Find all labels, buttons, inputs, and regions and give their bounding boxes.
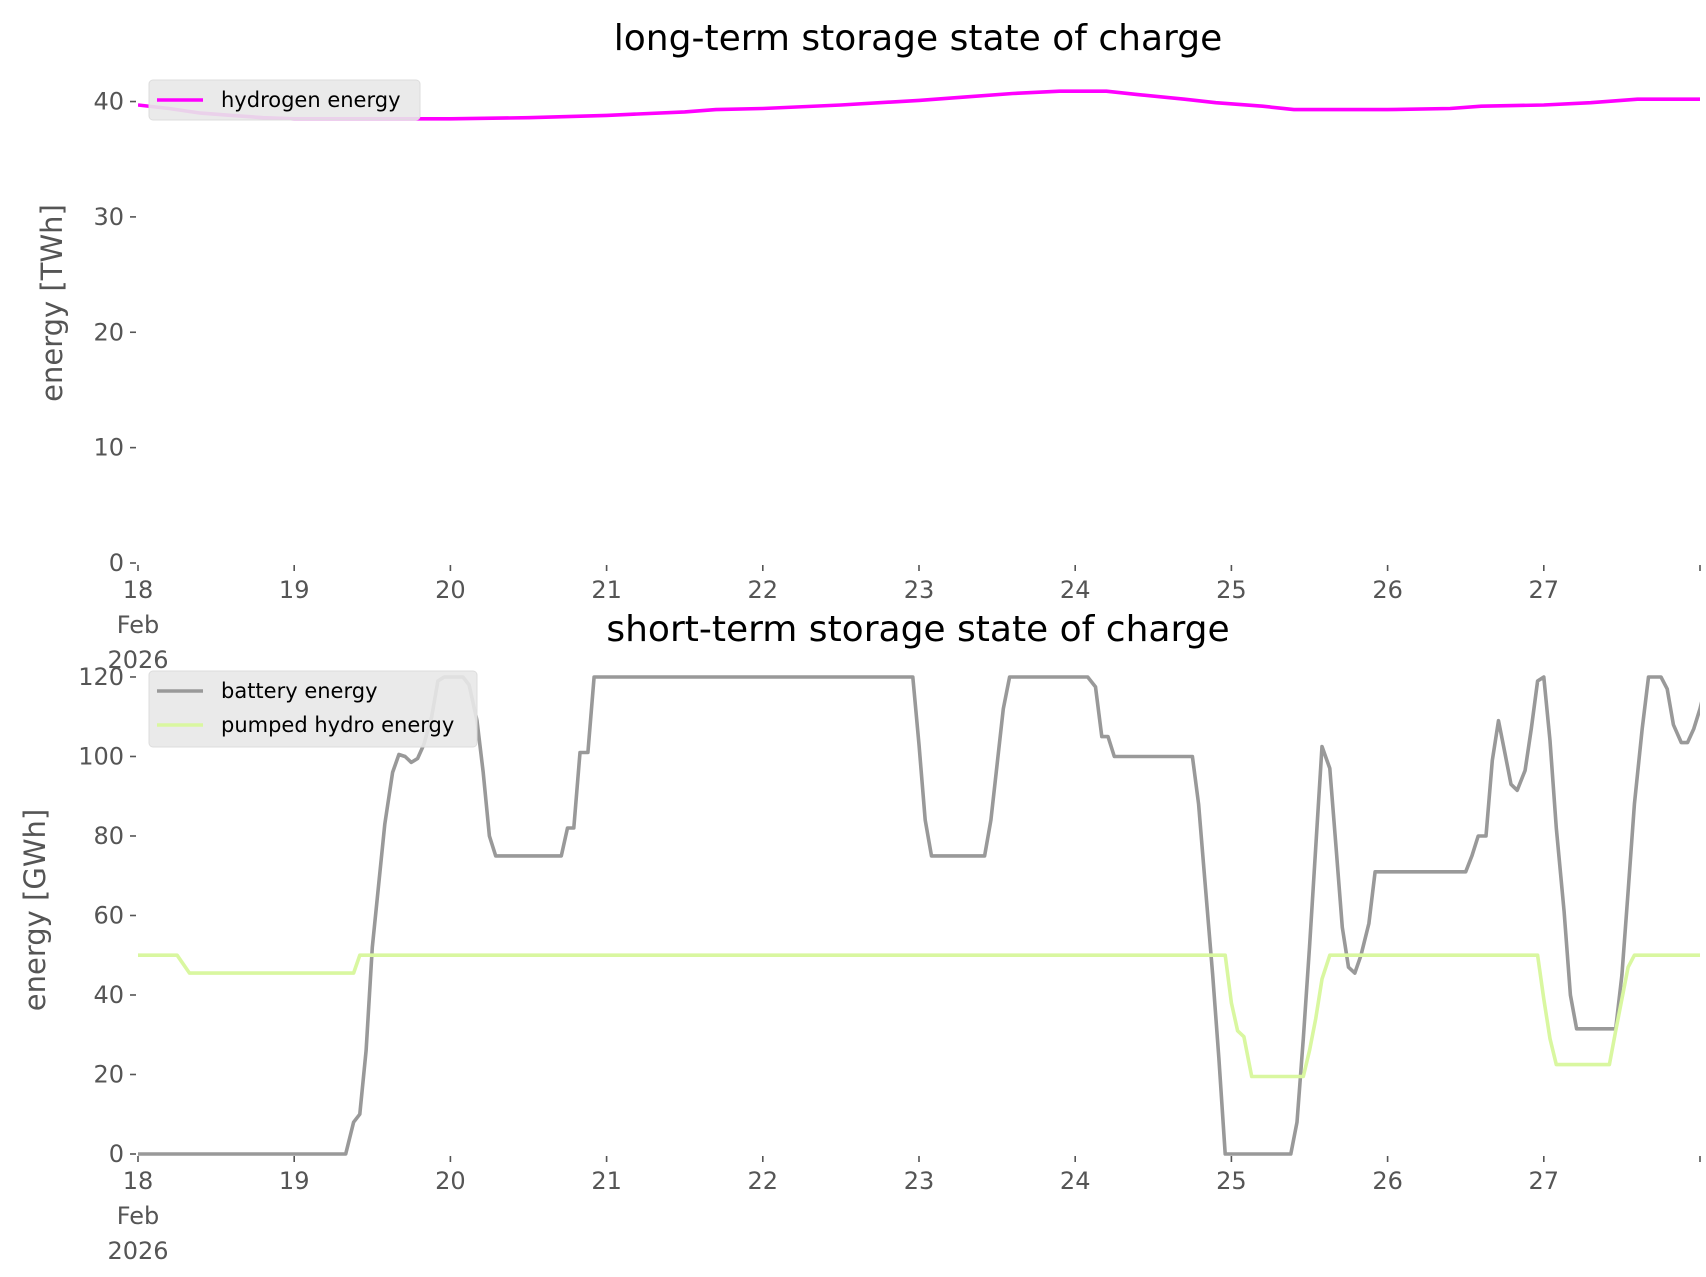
long-term-storage-panel: long-term storage state of charge energy…: [35, 18, 1701, 674]
y-tick-label: 20: [93, 318, 124, 346]
legend-box: [148, 670, 478, 748]
x-tick-label: 20: [435, 576, 466, 604]
y-tick-label: 120: [78, 663, 124, 691]
x-tick-label: 19: [279, 576, 310, 604]
x-tick-label: 22: [748, 576, 779, 604]
x-tick-label: 23: [904, 1167, 935, 1195]
x-tick-label: 2026: [107, 646, 168, 674]
y-tick-label: 10: [93, 434, 124, 462]
x-tick-label: 25: [1216, 576, 1247, 604]
x-tick-label: 22: [748, 1167, 779, 1195]
y-axis-label: energy [TWh]: [35, 204, 69, 402]
legend: hydrogen energy: [148, 79, 421, 121]
y-tick-label: 0: [109, 549, 124, 577]
y-axis-label: energy [GWh]: [18, 809, 52, 1011]
y-tick-label: 100: [78, 742, 124, 770]
x-tick-label: 24: [1060, 576, 1091, 604]
series-lines: [138, 675, 1700, 1156]
x-tick-label: 25: [1216, 1167, 1247, 1195]
x-tick-label: Feb: [117, 611, 160, 639]
chart-title: short-term storage state of charge: [606, 609, 1229, 650]
y-tick-label: 80: [93, 822, 124, 850]
x-tick-label: 26: [1372, 1167, 1403, 1195]
chart-title: long-term storage state of charge: [614, 18, 1222, 59]
axes: 0 10 20 30 40 18 Feb 2026 19 20 21 22 23 24 25 26 27: [93, 88, 1701, 674]
y-tick-label: 60: [93, 901, 124, 929]
y-tick-label: 0: [109, 1140, 124, 1168]
x-tick-label: 24: [1060, 1167, 1091, 1195]
legend-label: pumped hydro energy: [221, 713, 454, 737]
x-tick-label: 26: [1372, 576, 1403, 604]
legend-label: battery energy: [221, 679, 378, 703]
x-tick-label: 27: [1529, 1167, 1560, 1195]
series-line-0: [138, 675, 1700, 1156]
y-tick-label: 40: [93, 88, 124, 116]
x-tick-label: 2026: [107, 1237, 168, 1265]
x-tick-label: 18: [123, 1167, 154, 1195]
y-tick-label: 20: [93, 1060, 124, 1088]
x-tick-label: 18: [123, 576, 154, 604]
y-tick-label: 40: [93, 981, 124, 1009]
short-term-storage-panel: short-term storage state of charge energ…: [18, 609, 1701, 1265]
legend: battery energy pumped hydro energy: [148, 670, 478, 748]
x-tick-label: Feb: [117, 1202, 160, 1230]
axes: 0 20 40 60 80 100 120 18 Feb 2026 19 20 21 22 23 24 25 26…: [78, 663, 1701, 1265]
legend-box: [148, 79, 421, 121]
x-tick-label: 20: [435, 1167, 466, 1195]
x-tick-label: 21: [591, 576, 622, 604]
x-tick-label: 19: [279, 1167, 310, 1195]
series-line-1: [138, 953, 1700, 1079]
x-tick-label: 21: [591, 1167, 622, 1195]
x-tick-label: 23: [904, 576, 935, 604]
legend-label: hydrogen energy: [221, 88, 401, 112]
x-tick-label: 27: [1529, 576, 1560, 604]
y-tick-label: 30: [93, 203, 124, 231]
